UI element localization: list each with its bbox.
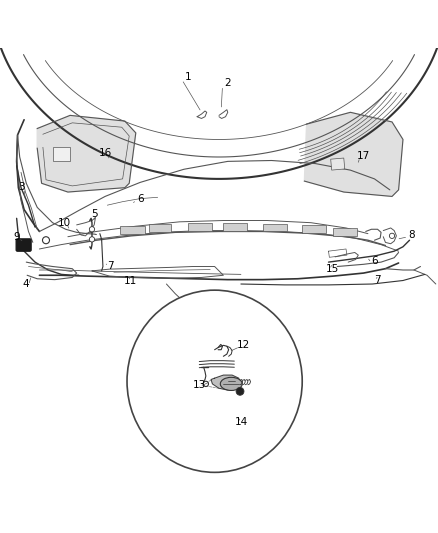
Circle shape: [389, 233, 395, 238]
Text: 5: 5: [91, 209, 98, 219]
Circle shape: [203, 381, 208, 386]
Circle shape: [236, 387, 244, 395]
Circle shape: [89, 227, 95, 232]
Text: 17: 17: [357, 151, 370, 161]
FancyBboxPatch shape: [16, 239, 31, 251]
Text: 16: 16: [99, 149, 112, 158]
Text: 3: 3: [18, 182, 25, 192]
Bar: [223, 223, 247, 231]
Text: 6: 6: [137, 193, 144, 204]
Polygon shape: [211, 375, 240, 390]
Text: 7: 7: [107, 261, 114, 271]
Text: 8: 8: [408, 230, 415, 240]
Text: 11: 11: [124, 276, 137, 286]
Text: 1: 1: [185, 72, 192, 82]
Text: 9: 9: [13, 232, 20, 242]
Polygon shape: [304, 112, 403, 197]
Bar: [149, 224, 171, 232]
Text: 13: 13: [193, 379, 206, 390]
Text: 15: 15: [326, 264, 339, 273]
Bar: [331, 158, 345, 170]
Ellipse shape: [220, 377, 242, 391]
Bar: [188, 223, 212, 231]
Bar: [120, 226, 145, 234]
Text: 2: 2: [224, 78, 231, 88]
Bar: [302, 225, 326, 233]
Text: 4: 4: [22, 279, 29, 289]
Circle shape: [89, 237, 95, 242]
Text: 14: 14: [235, 417, 248, 427]
Bar: [53, 147, 70, 161]
Polygon shape: [37, 115, 136, 192]
Text: 10: 10: [58, 217, 71, 228]
Bar: [333, 228, 357, 236]
Ellipse shape: [127, 290, 302, 472]
Text: 12: 12: [237, 341, 250, 350]
Text: 6: 6: [371, 256, 378, 266]
Bar: [263, 223, 287, 231]
Text: 7: 7: [374, 274, 381, 285]
Circle shape: [42, 237, 49, 244]
